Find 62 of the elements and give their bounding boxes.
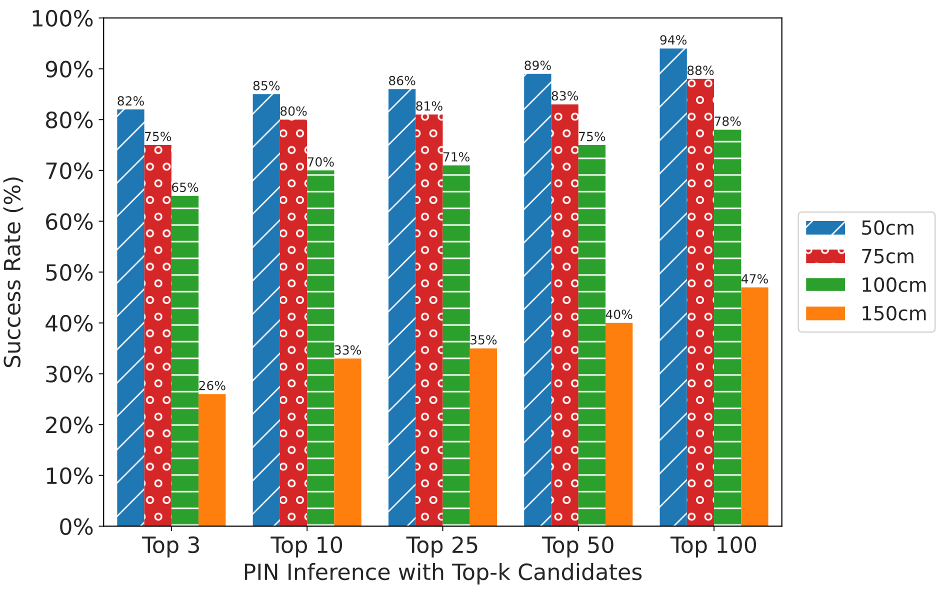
- legend-label: 100cm: [862, 277, 926, 292]
- bar: [660, 48, 687, 526]
- bar: [524, 74, 552, 526]
- y-tick-label: 10%: [46, 467, 93, 484]
- data-label: 86%: [389, 76, 416, 86]
- bar: [198, 394, 226, 526]
- y-axis-title: Success Rate (%): [3, 178, 24, 368]
- data-label: 75%: [579, 132, 606, 142]
- data-label: 82%: [118, 96, 144, 106]
- data-label: 94%: [660, 35, 687, 45]
- x-tick-label: Top 3: [142, 536, 200, 558]
- y-tick-label: 20%: [46, 416, 93, 434]
- data-label: 65%: [172, 182, 198, 192]
- x-axis-title: PIN Inference with Top-k Candidates: [244, 563, 642, 585]
- legend-label: 150cm: [862, 306, 926, 321]
- bar: [741, 287, 768, 526]
- bar: [606, 322, 633, 526]
- data-label: 71%: [443, 152, 470, 162]
- bar: [334, 358, 362, 526]
- bar: [686, 78, 714, 526]
- data-label: 70%: [308, 157, 334, 167]
- y-tick-label: 100%: [32, 10, 93, 27]
- data-label: 80%: [280, 106, 307, 116]
- bar: [280, 120, 308, 526]
- bar: [578, 145, 606, 526]
- x-tick-label: Top 25: [406, 536, 478, 558]
- x-tick-label: Top 100: [670, 536, 756, 558]
- data-label: 85%: [253, 80, 280, 90]
- y-tick-label: 30%: [46, 366, 93, 383]
- data-label: 26%: [199, 380, 226, 390]
- data-label: 33%: [334, 345, 361, 355]
- y-tick-label: 80%: [46, 112, 93, 128]
- y-tick-label: 60%: [46, 213, 93, 230]
- bar: [714, 130, 742, 526]
- bar: [442, 165, 470, 526]
- bar: [144, 145, 172, 526]
- bar: [307, 170, 334, 526]
- bar: [252, 94, 280, 526]
- data-label: 89%: [524, 60, 551, 70]
- y-tick-label: 70%: [46, 162, 93, 180]
- data-label: 75%: [145, 132, 172, 142]
- bar: [416, 114, 443, 526]
- bar: [470, 348, 497, 526]
- data-label: 47%: [741, 274, 768, 284]
- bar: [551, 104, 578, 526]
- y-tick-label: 50%: [46, 264, 93, 281]
- x-tick-label: Top 50: [542, 536, 614, 558]
- legend-label: 50cm: [862, 220, 914, 235]
- y-tick-label: 90%: [46, 60, 93, 78]
- data-label: 81%: [416, 101, 442, 111]
- y-tick-label: 40%: [46, 314, 93, 332]
- x-tick-label: Top 10: [270, 536, 342, 558]
- y-tick-label: 0%: [60, 518, 93, 535]
- data-label: 78%: [714, 116, 741, 126]
- bar: [117, 109, 144, 526]
- data-label: 40%: [606, 310, 632, 320]
- data-label: 35%: [470, 335, 497, 345]
- legend-label: 75cm: [862, 249, 914, 264]
- data-label: 88%: [687, 66, 714, 76]
- bar: [388, 89, 416, 526]
- data-label: 83%: [552, 91, 578, 101]
- bar: [171, 196, 199, 526]
